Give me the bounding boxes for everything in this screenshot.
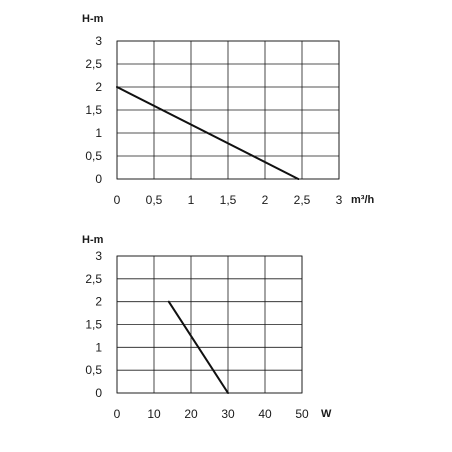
x-tick-label: 0,5 xyxy=(146,193,163,207)
x-tick-label: 10 xyxy=(147,407,161,421)
x-tick-label: 1 xyxy=(188,193,195,207)
x-axis-label: m³/h xyxy=(351,194,375,206)
y-tick-label: 0 xyxy=(95,172,102,186)
y-tick-label: 2 xyxy=(95,80,102,94)
y-tick-label: 0,5 xyxy=(85,149,102,163)
y-tick-label: 1,5 xyxy=(85,318,102,332)
series-line xyxy=(116,86,300,180)
y-tick-label: 1 xyxy=(95,340,102,354)
series-line xyxy=(167,300,229,394)
x-tick-label: 3 xyxy=(336,193,343,207)
y-axis-label: H-m xyxy=(82,13,104,25)
x-tick-label: 40 xyxy=(258,407,272,421)
y-axis-label: H-m xyxy=(82,234,104,246)
y-tick-label: 0 xyxy=(95,386,102,400)
x-tick-label: 0 xyxy=(114,193,121,207)
x-tick-label: 2,5 xyxy=(294,193,311,207)
y-tick-label: 1,5 xyxy=(85,103,102,117)
x-tick-label: 30 xyxy=(221,407,235,421)
flow-head-chart: 0 0,5 1 1,5 2 2,5 3 0 0,5 1 1,5 2 2,5 3 H-m m³/h xyxy=(82,13,375,207)
y-tick-label: 3 xyxy=(95,249,102,263)
y-tick-label: 2,5 xyxy=(85,57,102,71)
y-tick-label: 3 xyxy=(95,34,102,48)
x-axis-label: W xyxy=(321,408,332,420)
plot-frame xyxy=(116,40,340,180)
x-tick-label: 0 xyxy=(114,407,121,421)
y-tick-label: 0,5 xyxy=(85,363,102,377)
x-tick-label: 1,5 xyxy=(220,193,237,207)
power-head-chart: 0 10 20 30 40 50 0 0,5 1 1,5 2 2,5 3 H-m W xyxy=(82,234,332,421)
y-tick-label: 2 xyxy=(95,295,102,309)
x-tick-label: 20 xyxy=(184,407,198,421)
x-tick-label: 50 xyxy=(295,407,309,421)
y-tick-label: 1 xyxy=(95,126,102,140)
y-tick-label: 2,5 xyxy=(85,272,102,286)
plot-frame xyxy=(116,255,303,394)
x-tick-label: 2 xyxy=(262,193,269,207)
